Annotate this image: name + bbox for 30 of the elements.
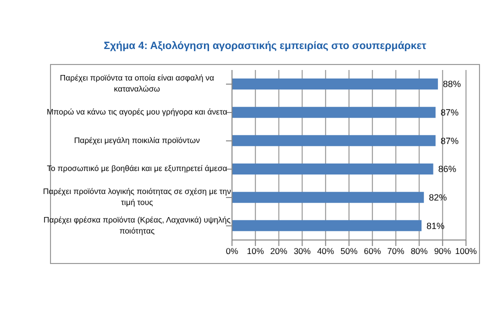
bar <box>232 164 434 174</box>
y-tick-label: Παρέχει προϊόντα λογικής ποιότητας σε σχέση με την τιμή τους <box>43 187 231 208</box>
x-tick-label: 40% <box>317 246 335 256</box>
x-tick-label: 10% <box>246 246 264 256</box>
data-label: 86% <box>438 164 456 174</box>
y-tick-label: Μπορώ να κάνω τις αγορές μου γρήγορα και άνετα <box>46 108 228 117</box>
x-tick-label: 20% <box>270 246 288 256</box>
x-tick-label: 50% <box>340 246 358 256</box>
bar <box>232 135 436 146</box>
bar <box>232 78 438 90</box>
x-tick-label: 60% <box>364 246 382 256</box>
y-tick-label: Παρέχει μεγάλη ποικιλία προϊόντων <box>74 136 200 145</box>
y-tick-label: Το προσωπικό με βοηθάει και με εξυπηρετεί άμεσα <box>46 164 228 174</box>
data-label: 81% <box>426 220 445 231</box>
x-tick-label: 0% <box>226 246 239 256</box>
data-label: 82% <box>428 192 447 203</box>
y-tick-label: Παρέχει φρέσκα προϊόντα (Κρέας, Λαχανικά) υψηλής ποιότητας <box>43 215 231 236</box>
data-label: 87% <box>440 136 459 146</box>
data-label: 87% <box>440 108 459 118</box>
x-tick-label: 90% <box>434 246 452 256</box>
chart-title: Σχήμα 4: Αξιολόγηση αγοραστικής εμπειρίας στο σουπερμάρκετ <box>102 40 428 52</box>
bar <box>232 192 424 203</box>
x-tick-label: 30% <box>294 246 312 256</box>
x-tick-label: 100% <box>455 246 478 256</box>
x-tick-label: 70% <box>387 246 405 256</box>
x-tick-label: 80% <box>410 246 428 256</box>
bar <box>232 220 422 232</box>
bar <box>232 106 436 118</box>
data-label: 88% <box>442 79 461 90</box>
y-tick-label: Παρέχει προϊόντα τα οποία είναι ασφαλή να καταναλώσω <box>60 74 215 94</box>
